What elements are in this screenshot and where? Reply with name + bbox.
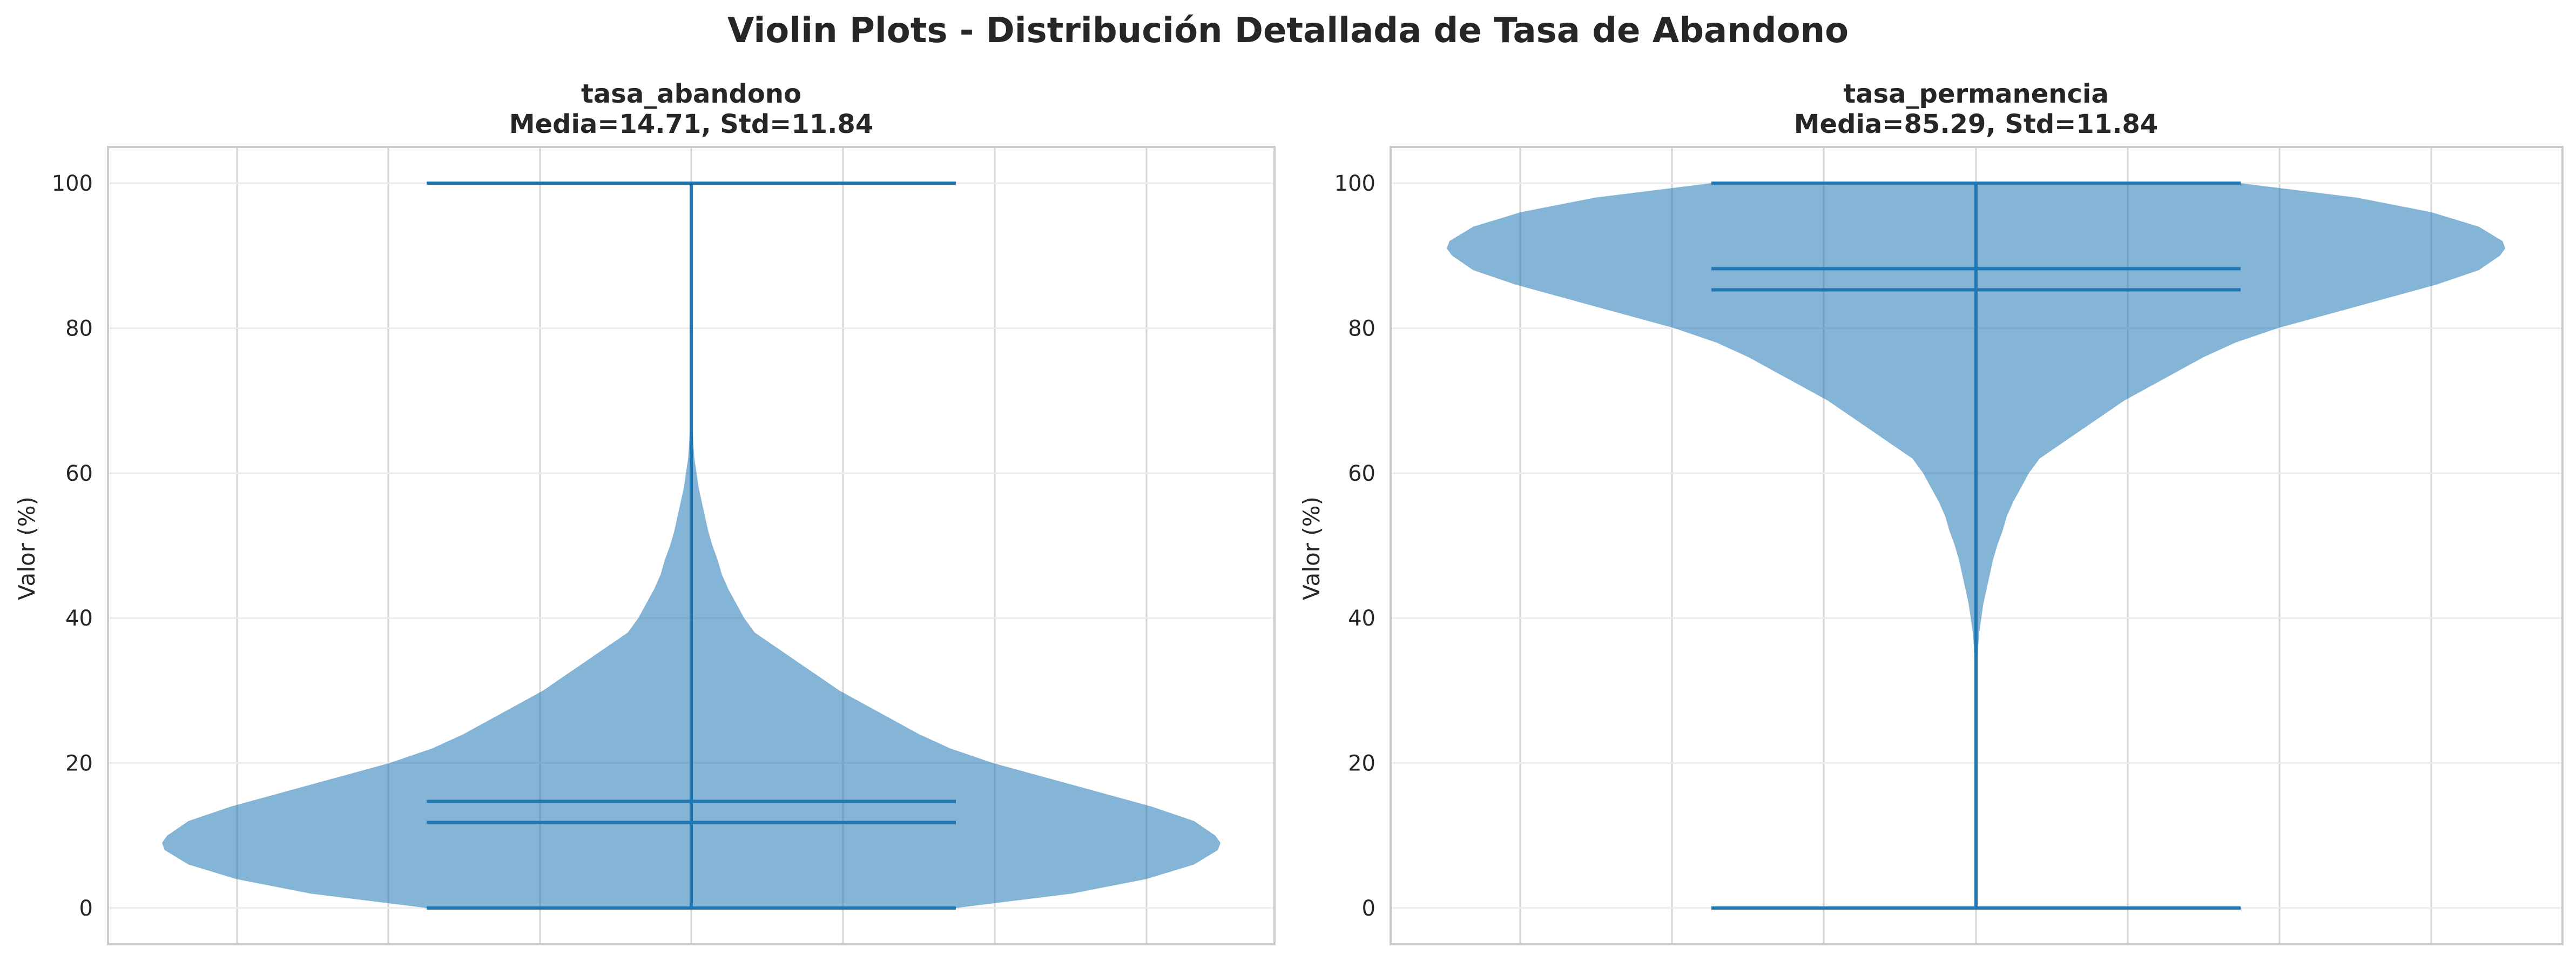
y-tick-label: 100 (52, 171, 93, 196)
figure-suptitle: Violin Plots - Distribución Detallada de… (727, 11, 1849, 51)
violin-panel-tasa-abandono: tasa_abandono Media=14.71, Std=11.84 Val… (14, 79, 1276, 945)
y-axis-label: Valor (%) (1298, 496, 1325, 600)
y-tick-label: 20 (1348, 751, 1375, 776)
y-tick-label: 40 (1348, 606, 1375, 631)
panel-title-line1: tasa_permanencia (1843, 79, 2108, 109)
panel-title-line2: Media=85.29, Std=11.84 (1794, 109, 2158, 139)
y-tick-label: 80 (65, 316, 93, 341)
y-tick-label: 80 (1348, 316, 1375, 341)
y-tick-label: 0 (79, 896, 93, 921)
panel-title-line2: Media=14.71, Std=11.84 (509, 109, 873, 139)
y-tick-label: 20 (65, 751, 93, 776)
panel-title-line1: tasa_abandono (581, 79, 801, 109)
y-tick-label: 0 (1362, 896, 1375, 921)
y-axis-label: Valor (%) (14, 496, 40, 600)
violin-panel-tasa-permanencia: tasa_permanencia Media=85.29, Std=11.84 … (1298, 79, 2564, 945)
plot-frame (1390, 146, 2564, 945)
plot-frame (107, 146, 1276, 945)
y-tick-label: 100 (1334, 171, 1375, 196)
y-tick-label: 60 (1348, 461, 1375, 486)
y-tick-label: 40 (65, 606, 93, 631)
y-tick-label: 60 (65, 461, 93, 486)
